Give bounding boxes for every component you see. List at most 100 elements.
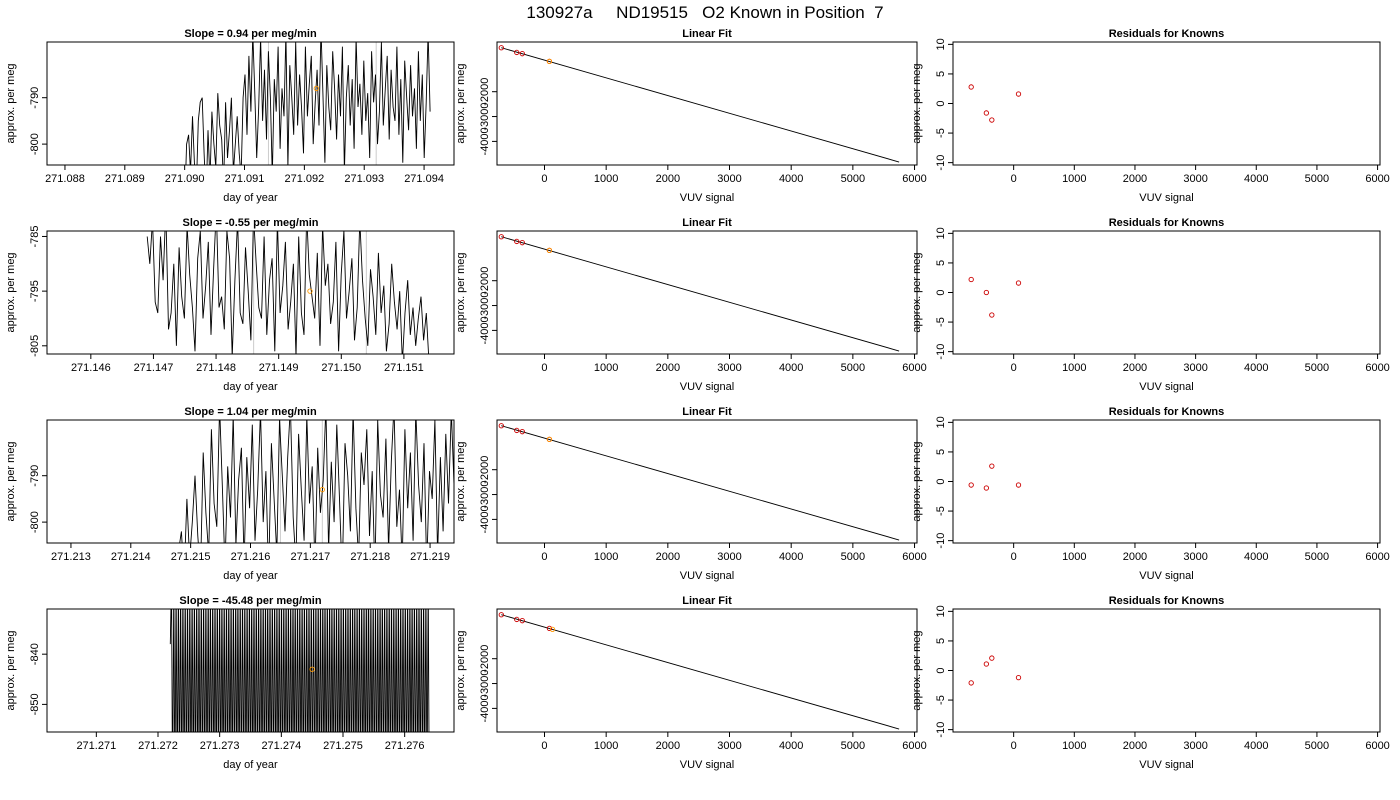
x-axis-label: day of year xyxy=(223,759,278,771)
x-axis-label: day of year xyxy=(223,192,278,204)
plot-area xyxy=(498,45,900,163)
data-point xyxy=(519,618,525,624)
data-point xyxy=(968,84,974,90)
panel-title: Slope = -0.55 per meg/min xyxy=(182,217,318,229)
y-tick-label: -805 xyxy=(29,335,41,357)
y-tick-label: -3000 xyxy=(479,102,491,130)
y-tick-label: -790 xyxy=(29,87,41,109)
y-tick-label: 0 xyxy=(935,289,947,295)
x-tick-label: 4000 xyxy=(779,173,803,185)
plot-frame xyxy=(496,608,918,733)
panel-title: Residuals for Knowns xyxy=(1109,406,1225,418)
x-tick-label: 271.147 xyxy=(134,362,174,374)
x-tick-label: 6000 xyxy=(902,173,926,185)
x-tick-label: 4000 xyxy=(1244,551,1268,563)
y-axis-label: approx. per meg xyxy=(5,630,17,710)
x-tick-label: 4000 xyxy=(779,551,803,563)
figure-title: 130927a ND19515 O2 Known in Position 7 xyxy=(526,3,883,22)
highlight-point xyxy=(546,58,553,65)
x-tick-label: 4000 xyxy=(779,362,803,374)
y-tick-label: 5 xyxy=(935,260,947,266)
data-point xyxy=(514,427,520,434)
x-tick-label: 5000 xyxy=(1305,740,1329,752)
plot-area xyxy=(498,423,900,541)
plot-frame xyxy=(952,41,1381,166)
panel-4-1: Slope = -45.48 per meg/min 271.271 271.272… xyxy=(5,595,455,771)
x-tick-label: 271.273 xyxy=(200,740,240,752)
x-tick-label: 271.218 xyxy=(350,551,390,563)
x-tick-label: 3000 xyxy=(1183,551,1207,563)
y-tick-label: -2000 xyxy=(479,78,491,106)
x-tick-label: 1000 xyxy=(1062,740,1086,752)
y-tick-label: -10 xyxy=(935,344,947,360)
x-tick-label: 0 xyxy=(1011,362,1017,374)
panel-4-3: Residuals for Knowns 0 1000 2000 3000 4000 500… xyxy=(911,595,1390,771)
y-axis-label: approx. per meg xyxy=(455,630,467,710)
plot-area xyxy=(498,234,900,352)
data-point xyxy=(498,45,504,51)
data-point xyxy=(983,661,990,667)
x-axis-label: VUV signal xyxy=(1139,381,1193,393)
x-axis-label: VUV signal xyxy=(680,570,734,582)
y-tick-label: 0 xyxy=(935,667,947,673)
x-tick-label: 2000 xyxy=(656,173,680,185)
x-tick-label: 6000 xyxy=(1365,551,1389,563)
x-tick-label: 0 xyxy=(1011,740,1017,752)
y-axis-label: approx. per meg xyxy=(455,252,467,332)
data-point xyxy=(968,276,974,283)
y-axis-label: approx. per meg xyxy=(911,252,923,332)
data-point xyxy=(989,312,995,318)
y-axis-label: approx. per meg xyxy=(455,441,467,521)
panel-title: Slope = 0.94 per meg/min xyxy=(184,28,317,40)
x-tick-label: 2000 xyxy=(656,740,680,752)
plot-area xyxy=(968,84,1022,123)
y-tick-label: -5 xyxy=(935,128,947,138)
x-tick-label: 5000 xyxy=(841,551,865,563)
y-tick-label: -10 xyxy=(935,722,947,738)
x-tick-label: 271.090 xyxy=(165,173,205,185)
x-tick-label: 3000 xyxy=(717,362,741,374)
y-tick-label: -2000 xyxy=(479,645,491,673)
panel-3-1: Slope = 1.04 per meg/min 271.213 271.214 27… xyxy=(5,406,455,582)
plot-area xyxy=(179,420,454,543)
x-axis-label: day of year xyxy=(223,381,278,393)
x-tick-label: 0 xyxy=(541,173,547,185)
fit-line xyxy=(501,425,900,541)
fit-line xyxy=(501,614,900,730)
y-tick-label: -3000 xyxy=(479,669,491,697)
highlight-point xyxy=(546,436,553,443)
y-axis-label: approx. per meg xyxy=(5,252,17,332)
y-tick-label: -795 xyxy=(29,280,41,302)
y-tick-label: -10 xyxy=(935,533,947,549)
panel-3-2: Linear Fit 0 1000 2000 3000 4000 5000 6000 -2000… xyxy=(455,406,927,582)
panel-title: Residuals for Knowns xyxy=(1109,217,1225,229)
data-point xyxy=(989,655,995,661)
x-tick-label: 271.275 xyxy=(323,740,363,752)
x-tick-label: 271.271 xyxy=(76,740,116,752)
panel-grid: Slope = 0.94 per meg/min 271.088 271.089 27… xyxy=(5,28,1390,771)
x-tick-label: 0 xyxy=(541,740,547,752)
data-point xyxy=(519,240,525,246)
highlight-point xyxy=(549,626,556,633)
data-point xyxy=(968,680,974,686)
x-tick-label: 2000 xyxy=(1123,173,1147,185)
data-point xyxy=(983,289,990,296)
y-tick-label: -3000 xyxy=(479,291,491,319)
x-tick-label: 5000 xyxy=(841,362,865,374)
x-tick-label: 271.272 xyxy=(138,740,178,752)
x-tick-label: 271.093 xyxy=(344,173,384,185)
x-tick-label: 271.214 xyxy=(111,551,151,563)
plot-frame xyxy=(46,230,455,355)
x-tick-label: 0 xyxy=(541,551,547,563)
x-tick-label: 3000 xyxy=(717,551,741,563)
panel-title: Linear Fit xyxy=(682,28,732,40)
y-tick-label: -840 xyxy=(29,643,41,665)
y-axis-label: approx. per meg xyxy=(911,630,923,710)
y-tick-label: -850 xyxy=(29,693,41,715)
y-axis-label: approx. per meg xyxy=(5,441,17,521)
x-tick-label: 271.215 xyxy=(171,551,211,563)
plot-frame xyxy=(46,41,455,166)
fit-line xyxy=(501,236,900,352)
panel-title: Residuals for Knowns xyxy=(1109,595,1225,607)
plot-frame xyxy=(46,608,455,733)
